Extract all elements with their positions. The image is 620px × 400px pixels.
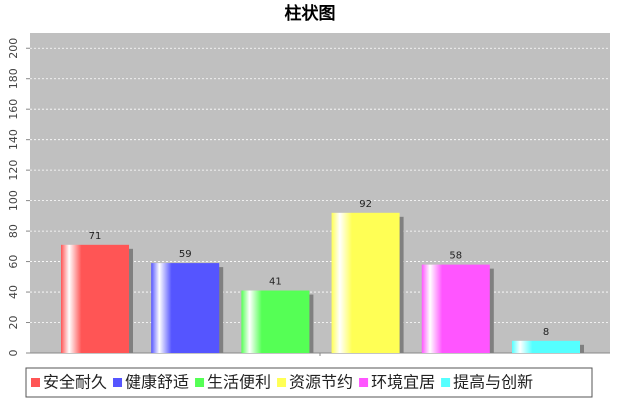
legend-label: 提高与创新: [453, 373, 533, 392]
value-label: 92: [359, 199, 372, 210]
y-tick-label: 0: [7, 350, 20, 357]
legend-label: 安全耐久: [43, 373, 107, 392]
value-label: 41: [269, 277, 282, 288]
bar: [151, 263, 220, 353]
y-tick-label: 60: [7, 255, 20, 269]
y-tick-label: 160: [7, 99, 20, 120]
y-tick-label: 200: [7, 38, 20, 59]
legend-swatch: [277, 378, 287, 387]
y-tick-label: 120: [7, 160, 20, 181]
chart-title: 柱状图: [285, 3, 336, 24]
value-label: 58: [449, 251, 462, 262]
y-tick-label: 40: [7, 285, 20, 299]
legend-swatch: [359, 378, 369, 387]
y-tick-label: 100: [7, 190, 20, 211]
legend-label: 资源节约: [289, 373, 353, 392]
y-tick-label: 180: [7, 68, 20, 89]
value-label: 59: [179, 249, 192, 260]
legend-swatch: [113, 378, 123, 387]
legend-swatch: [195, 378, 205, 387]
legend-label: 生活便利: [207, 373, 271, 392]
y-tick-label: 20: [7, 316, 20, 330]
y-tick-label: 140: [7, 129, 20, 150]
y-tick-label: 80: [7, 224, 20, 238]
bar: [241, 290, 310, 353]
bar: [421, 264, 490, 353]
legend-swatch: [441, 378, 451, 387]
bar: [512, 340, 580, 353]
value-label: 71: [89, 231, 102, 242]
bar: [61, 244, 129, 353]
bar: [331, 212, 400, 353]
legend-label: 环境宜居: [371, 373, 435, 392]
legend-label: 健康舒适: [125, 373, 189, 392]
value-label: 8: [543, 327, 549, 338]
legend-swatch: [31, 378, 40, 387]
